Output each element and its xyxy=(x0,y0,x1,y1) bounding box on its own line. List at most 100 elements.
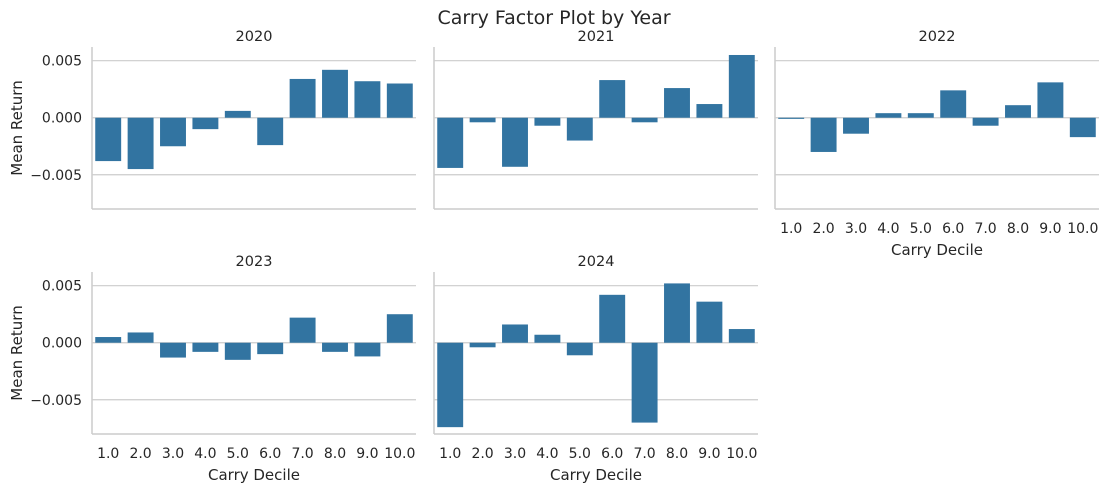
x-tick-label: 2.0 xyxy=(129,446,151,462)
bar xyxy=(696,301,723,343)
y-tick-label: 0.000 xyxy=(42,111,82,127)
bar xyxy=(534,117,561,126)
y-axis-label: Mean Return xyxy=(8,80,26,175)
bar xyxy=(257,342,284,355)
bar xyxy=(160,342,186,358)
bar xyxy=(354,342,381,357)
bar xyxy=(599,294,626,343)
y-tick-label: −0.005 xyxy=(30,168,82,184)
bar xyxy=(843,117,869,134)
bar xyxy=(940,90,967,118)
x-axis-label: Carry Decile xyxy=(891,241,983,259)
bar xyxy=(160,117,186,147)
bar xyxy=(289,78,316,118)
bar xyxy=(386,83,413,118)
facet-title: 2023 xyxy=(236,254,273,270)
y-tick-label: 0.005 xyxy=(42,279,82,295)
bar xyxy=(810,117,837,152)
x-tick-label: 9.0 xyxy=(356,446,378,462)
x-tick-label: 3.0 xyxy=(845,221,867,237)
chart-title: Carry Factor Plot by Year xyxy=(437,7,670,29)
bar xyxy=(599,80,626,118)
y-tick-label: −0.005 xyxy=(30,393,82,409)
bar xyxy=(566,342,593,356)
bar xyxy=(95,337,122,343)
facet-title: 2022 xyxy=(919,29,956,45)
facet-panel-2022: 2022 1.0 2.0 3.0 4.0 5.0 6.0 7.0 8.0 9.0 10.0 Carry… xyxy=(774,29,1099,259)
x-tick-label: 7.0 xyxy=(974,221,996,237)
x-tick-label: 4.0 xyxy=(877,221,899,237)
y-tick-label: 0.000 xyxy=(42,336,82,352)
x-tick-label: 6.0 xyxy=(601,446,623,462)
y-tick-label: 0.005 xyxy=(42,54,82,70)
bar xyxy=(469,117,496,123)
bar xyxy=(322,69,348,118)
x-tick-label: 5.0 xyxy=(227,446,249,462)
bar xyxy=(224,342,251,360)
bar xyxy=(728,54,755,118)
bar xyxy=(289,317,316,343)
bar xyxy=(664,283,690,343)
bar xyxy=(95,117,122,162)
facet-panel-2021: 2021 xyxy=(433,29,758,210)
x-tick-label: 3.0 xyxy=(162,446,184,462)
bar xyxy=(1037,82,1064,118)
bar xyxy=(322,342,348,352)
bar xyxy=(437,342,464,428)
bar xyxy=(354,81,381,118)
bar xyxy=(224,110,251,118)
x-tick-label: 9.0 xyxy=(1039,221,1061,237)
bar xyxy=(875,113,902,118)
bar xyxy=(534,334,561,343)
bar xyxy=(778,117,805,119)
bar xyxy=(631,117,658,123)
x-tick-label: 8.0 xyxy=(1007,221,1029,237)
bar xyxy=(386,314,413,343)
facet-panel-2024: 2024 1.0 2.0 3.0 4.0 5.0 6.0 7.0 8.0 9.0 10.0 Carry… xyxy=(433,254,758,484)
x-tick-label: 3.0 xyxy=(504,446,526,462)
bar xyxy=(1005,105,1031,118)
x-tick-label: 5.0 xyxy=(910,221,932,237)
bar xyxy=(192,117,219,130)
bar xyxy=(631,342,658,423)
bar xyxy=(437,117,464,168)
x-tick-label: 10.0 xyxy=(726,446,757,462)
bar xyxy=(502,117,528,167)
x-tick-label: 7.0 xyxy=(633,446,655,462)
x-tick-label: 4.0 xyxy=(194,446,216,462)
x-axis-label: Carry Decile xyxy=(550,466,642,484)
x-tick-label: 6.0 xyxy=(259,446,281,462)
x-tick-label: 5.0 xyxy=(569,446,591,462)
x-tick-label: 1.0 xyxy=(97,446,119,462)
x-tick-label: 9.0 xyxy=(698,446,720,462)
x-tick-label: 7.0 xyxy=(291,446,313,462)
bar xyxy=(696,104,723,118)
bar xyxy=(127,117,154,170)
x-tick-label: 8.0 xyxy=(324,446,346,462)
bar xyxy=(664,88,690,118)
bar xyxy=(127,332,154,343)
bar xyxy=(728,329,755,343)
x-tick-label: 10.0 xyxy=(384,446,415,462)
x-tick-label: 4.0 xyxy=(536,446,558,462)
bar xyxy=(1069,117,1096,138)
x-tick-label: 8.0 xyxy=(666,446,688,462)
x-tick-label: 1.0 xyxy=(439,446,461,462)
bar xyxy=(502,324,528,343)
bar xyxy=(257,117,284,146)
bar xyxy=(972,117,999,126)
x-axis-label: Carry Decile xyxy=(208,466,300,484)
x-tick-label: 1.0 xyxy=(780,221,802,237)
bar xyxy=(907,113,934,118)
bar xyxy=(469,342,496,348)
y-axis-label: Mean Return xyxy=(8,305,26,400)
x-tick-label: 2.0 xyxy=(812,221,834,237)
facet-title: 2020 xyxy=(236,29,273,45)
x-tick-label: 10.0 xyxy=(1067,221,1098,237)
facet-title: 2024 xyxy=(578,254,615,270)
bar xyxy=(192,342,219,352)
